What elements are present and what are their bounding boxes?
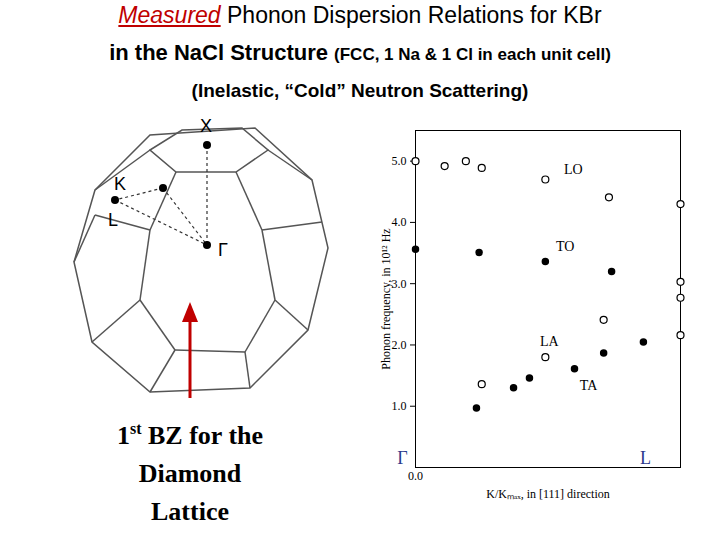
svg-text:LO: LO	[564, 162, 583, 177]
html-text:1stBZ for the: 1stBZ for the	[116, 420, 264, 450]
svg-text:L: L	[640, 448, 651, 468]
svg-text:Phonon frequency, in 10¹² Hz: Phonon frequency, in 10¹² Hz	[379, 228, 393, 369]
html-text:in the NaCl Structure(FCC, 1 N: in the NaCl Structure(FCC, 1 Na & 1 Cl i…	[109, 40, 611, 65]
svg-text:L: L	[108, 210, 118, 230]
svg-text:K: K	[114, 174, 126, 194]
svg-text:2.0: 2.0	[392, 338, 407, 352]
svg-text:TA: TA	[580, 378, 598, 393]
svg-text:K/Kₘₐₓ, in [111] direction: K/Kₘₐₓ, in [111] direction	[486, 487, 610, 501]
svg-text:LA: LA	[540, 334, 560, 349]
html-text:Measured Phonon Dispersion Rel: Measured Phonon Dispersion Relations for…	[118, 2, 602, 28]
html-text:(Inelastic, “Cold” Neutron Sca: (Inelastic, “Cold” Neutron Scattering)	[191, 80, 529, 101]
svg-text:Γ: Γ	[218, 240, 228, 260]
svg-text:5.0: 5.0	[392, 154, 407, 168]
svg-text:Γ: Γ	[397, 448, 407, 468]
svg-text:TO: TO	[556, 239, 574, 254]
svg-text:4.0: 4.0	[392, 215, 407, 229]
html-text:Diamond: Diamond	[138, 458, 242, 488]
svg-text:1.0: 1.0	[392, 399, 407, 413]
svg-text:0.0: 0.0	[408, 469, 423, 483]
html-text:Lattice: Lattice	[151, 496, 229, 526]
svg-text:3.0: 3.0	[392, 277, 407, 291]
svg-text:X: X	[200, 116, 212, 136]
